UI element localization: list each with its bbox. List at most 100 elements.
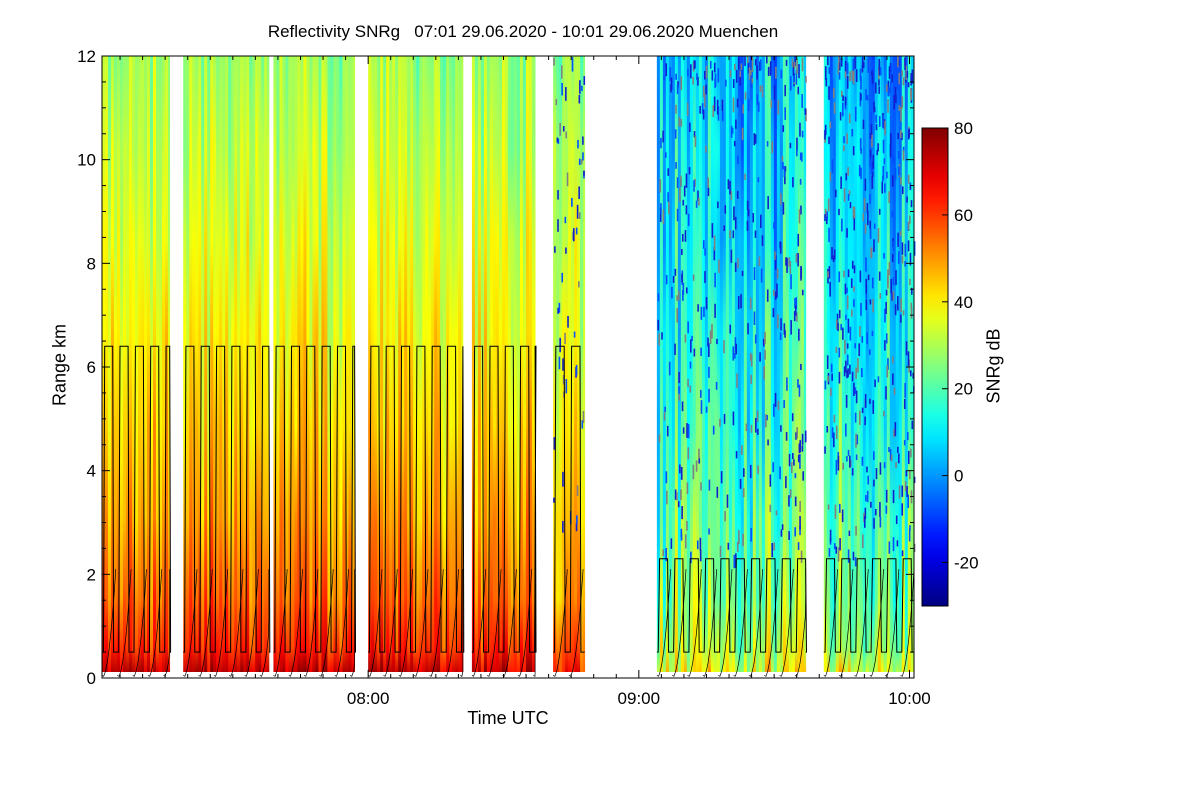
heatmap-strip bbox=[204, 56, 208, 672]
heatmap-strip bbox=[422, 56, 426, 672]
noise-speck bbox=[734, 352, 736, 359]
noise-speck bbox=[828, 266, 831, 279]
noise-speck bbox=[860, 93, 862, 101]
noise-speck bbox=[770, 99, 773, 108]
noise-speck bbox=[699, 549, 702, 562]
noise-speck bbox=[727, 542, 730, 550]
noise-speck bbox=[853, 206, 856, 219]
noise-speck bbox=[878, 86, 880, 94]
noise-speck bbox=[782, 161, 784, 170]
noise-speck bbox=[733, 206, 735, 221]
noise-speck bbox=[878, 116, 881, 127]
noise-speck bbox=[904, 260, 906, 267]
noise-speck bbox=[732, 79, 735, 89]
noise-speck bbox=[910, 307, 913, 319]
noise-speck bbox=[747, 62, 750, 74]
noise-speck bbox=[874, 508, 877, 516]
y-axis-label: Range km bbox=[49, 323, 70, 407]
noise-speck bbox=[681, 233, 684, 242]
noise-speck bbox=[773, 403, 775, 417]
noise-speck bbox=[564, 216, 567, 224]
noise-speck bbox=[878, 61, 881, 76]
scan-staircase bbox=[213, 569, 229, 677]
noise-speck bbox=[854, 412, 857, 423]
noise-speck bbox=[714, 73, 717, 87]
noise-speck bbox=[716, 486, 719, 498]
noise-speck bbox=[865, 278, 868, 294]
noise-speck bbox=[884, 120, 886, 135]
noise-speck bbox=[735, 343, 738, 355]
noise-speck bbox=[882, 115, 884, 129]
heatmap-strip bbox=[832, 56, 837, 672]
noise-speck bbox=[892, 290, 895, 301]
scan-staircase bbox=[533, 569, 536, 677]
heatmap-strip bbox=[722, 56, 727, 672]
noise-speck bbox=[797, 253, 799, 267]
noise-speck bbox=[830, 387, 832, 397]
heatmap-strip bbox=[162, 56, 166, 672]
noise-speck bbox=[693, 348, 696, 357]
noise-speck bbox=[854, 387, 857, 395]
noise-speck bbox=[686, 521, 688, 531]
noise-speck bbox=[731, 127, 734, 134]
heatmap-strip bbox=[580, 56, 584, 672]
heatmap-strip bbox=[258, 56, 262, 672]
noise-speck bbox=[895, 270, 897, 286]
noise-speck bbox=[827, 375, 829, 382]
heatmap-strip bbox=[380, 56, 384, 672]
noise-speck bbox=[680, 534, 683, 541]
noise-speck bbox=[678, 116, 681, 127]
heatmap-strip bbox=[425, 56, 429, 672]
heatmap-strip bbox=[267, 56, 270, 672]
noise-speck bbox=[705, 406, 708, 413]
noise-speck bbox=[680, 175, 682, 187]
noise-speck bbox=[746, 200, 749, 211]
noise-speck bbox=[742, 104, 745, 114]
noise-speck bbox=[894, 167, 897, 181]
colorbar-label: SNRg dB bbox=[983, 328, 1004, 404]
noise-speck bbox=[838, 347, 841, 358]
heatmap-segment bbox=[656, 56, 807, 672]
noise-speck bbox=[756, 410, 759, 422]
noise-speck bbox=[685, 205, 688, 215]
noise-speck bbox=[826, 211, 829, 220]
noise-speck bbox=[665, 471, 668, 484]
heatmap-strip bbox=[306, 56, 310, 672]
noise-speck bbox=[686, 482, 689, 495]
noise-speck bbox=[736, 541, 739, 552]
noise-speck bbox=[873, 239, 875, 253]
noise-speck bbox=[565, 87, 567, 101]
heatmap-strip bbox=[522, 56, 527, 672]
noise-speck bbox=[681, 273, 683, 283]
heatmap-strip bbox=[294, 56, 298, 672]
noise-speck bbox=[885, 289, 888, 296]
heatmap-strip bbox=[895, 56, 900, 672]
noise-speck bbox=[828, 67, 831, 74]
heatmap-strip bbox=[483, 56, 488, 672]
noise-speck bbox=[699, 537, 702, 551]
noise-speck bbox=[830, 363, 833, 373]
noise-speck bbox=[889, 81, 892, 94]
noise-speck bbox=[796, 312, 798, 322]
noise-speck bbox=[711, 323, 713, 339]
heatmap-strip bbox=[252, 56, 256, 672]
noise-speck bbox=[907, 240, 910, 252]
heatmap-strip bbox=[568, 56, 572, 672]
noise-speck bbox=[680, 489, 682, 501]
heatmap-strip bbox=[731, 56, 736, 672]
heatmap-strip bbox=[288, 56, 292, 672]
heatmap-strip bbox=[300, 56, 304, 672]
noise-speck bbox=[845, 423, 847, 437]
noise-speck bbox=[843, 145, 845, 152]
noise-speck bbox=[887, 99, 889, 113]
noise-speck bbox=[680, 118, 683, 127]
noise-speck bbox=[734, 262, 737, 272]
noise-speck bbox=[670, 538, 673, 549]
noise-speck bbox=[750, 424, 753, 433]
noise-speck bbox=[666, 490, 668, 505]
noise-speck bbox=[703, 306, 705, 317]
noise-speck bbox=[865, 257, 867, 272]
heatmap-strip bbox=[516, 56, 521, 672]
scan-staircase bbox=[733, 569, 748, 677]
colorbar bbox=[921, 127, 949, 607]
